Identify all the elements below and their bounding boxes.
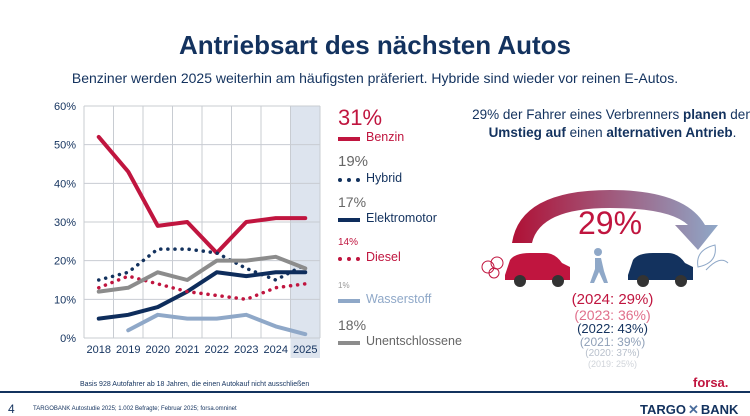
legend-label: Elektromotor	[366, 211, 437, 225]
line-chart: 0% 10% 20% 30% 40% 50% 60% 2018 2019 2020 2021 2022…	[54, 101, 321, 358]
legend-label: Hybrid	[366, 171, 403, 185]
series-line-unentschlossene	[96, 254, 308, 294]
x-tick-label: 2020	[146, 344, 170, 356]
x-tick-label: 2018	[87, 344, 111, 356]
legend-swatch	[338, 257, 360, 261]
legend-swatch	[338, 299, 360, 303]
y-tick-label: 40%	[54, 178, 76, 190]
legend-item: 19% Hybrid	[338, 153, 478, 193]
electric-car-icon	[628, 253, 693, 287]
targobank-logo: TARGO ✕ BANK	[640, 402, 738, 416]
history-item: (2020: 37%)	[585, 348, 640, 359]
legend-value: 14%	[338, 237, 359, 248]
statement-bold: Umstieg auf	[488, 125, 566, 140]
x-tick-label: 2025	[293, 344, 317, 356]
x-tick-label: 2021	[175, 344, 199, 356]
subtitle: Benziner werden 2025 weiterhin am häufig…	[71, 70, 679, 86]
exhaust-cloud-icon	[481, 256, 504, 279]
series-line-wasserstoff	[126, 312, 308, 337]
logo-x-icon: ✕	[687, 402, 699, 416]
combustion-car-icon	[505, 253, 570, 287]
legend-value: 18%	[338, 317, 367, 333]
x-tick-label: 2022	[205, 344, 229, 356]
switch-statement: 29% der Fahrer eines Verbrenners planen …	[470, 106, 750, 142]
legend-swatch	[338, 178, 360, 182]
footer-divider	[0, 391, 750, 393]
highlight-column	[290, 106, 320, 358]
leaf-icon	[697, 244, 729, 271]
series-line-diesel	[97, 274, 307, 302]
legend-item: 1% Wasserstoff	[338, 281, 478, 321]
legend-item: 14% Diesel	[338, 237, 478, 277]
legend-swatch	[338, 341, 360, 345]
y-tick-label: 30%	[54, 217, 76, 229]
source-note: TARGOBANK Autostudie 2025; 1.002 Befragt…	[33, 406, 237, 412]
series-line-hybrid	[97, 247, 307, 282]
walking-person-icon	[590, 248, 608, 283]
y-tick-label: 50%	[54, 140, 76, 152]
legend-item: 17% Elektromotor	[338, 194, 478, 234]
legend-label: Diesel	[366, 250, 401, 264]
y-tick-label: 0%	[60, 333, 76, 345]
y-tick-label: 20%	[54, 256, 76, 268]
history-item: (2023: 36%)	[574, 307, 651, 323]
series-line-elektromotor	[96, 270, 308, 321]
legend-value: 17%	[338, 194, 367, 210]
series-line-benzin	[96, 134, 308, 255]
statement-text: .	[732, 125, 737, 140]
legend-value: 19%	[338, 153, 369, 170]
logo-text: TARGO	[640, 402, 686, 416]
legend-swatch	[338, 137, 360, 141]
x-tick-label: 2019	[116, 344, 140, 356]
legend-value: 1%	[338, 281, 350, 290]
history-item: (2021: 39%)	[579, 335, 646, 349]
statement-text: 29% der Fahrer eines Verbrenners	[472, 107, 684, 122]
forsa-logo: forsa.	[693, 375, 729, 390]
x-tick-label: 2023	[234, 344, 258, 356]
legend-label: Unentschlossene	[366, 334, 462, 348]
history-item: (2019: 25%)	[587, 359, 638, 369]
statement-bold: alternativen Antrieb	[606, 125, 733, 140]
page-number: 4	[8, 402, 15, 416]
legend-label: Wasserstoff	[366, 292, 432, 306]
statement-text: einen	[565, 125, 607, 140]
x-tick-label: 2024	[264, 344, 288, 356]
statement-text: den	[730, 107, 750, 122]
legend-label: Benzin	[366, 130, 405, 144]
page-title: Antriebsart des nächsten Autos	[178, 30, 571, 60]
y-tick-label: 60%	[54, 101, 76, 113]
arc-arrow-icon	[512, 190, 718, 250]
history-item: (2022: 43%)	[577, 321, 648, 336]
legend-value: 31%	[338, 105, 383, 130]
y-tick-label: 10%	[54, 294, 76, 306]
big-percentage: 29%	[577, 205, 643, 241]
basis-note: Basis 928 Autofahrer ab 18 Jahren, die e…	[80, 381, 310, 388]
switch-illustration	[481, 190, 729, 287]
legend-item: 31% Benzin	[338, 105, 478, 145]
logo-text: BANK	[700, 402, 739, 416]
legend-item: 18% Unentschlossene	[338, 317, 478, 357]
legend-swatch	[338, 218, 360, 222]
history-item: (2024: 29%)	[571, 291, 654, 308]
statement-bold: planen	[683, 107, 727, 122]
